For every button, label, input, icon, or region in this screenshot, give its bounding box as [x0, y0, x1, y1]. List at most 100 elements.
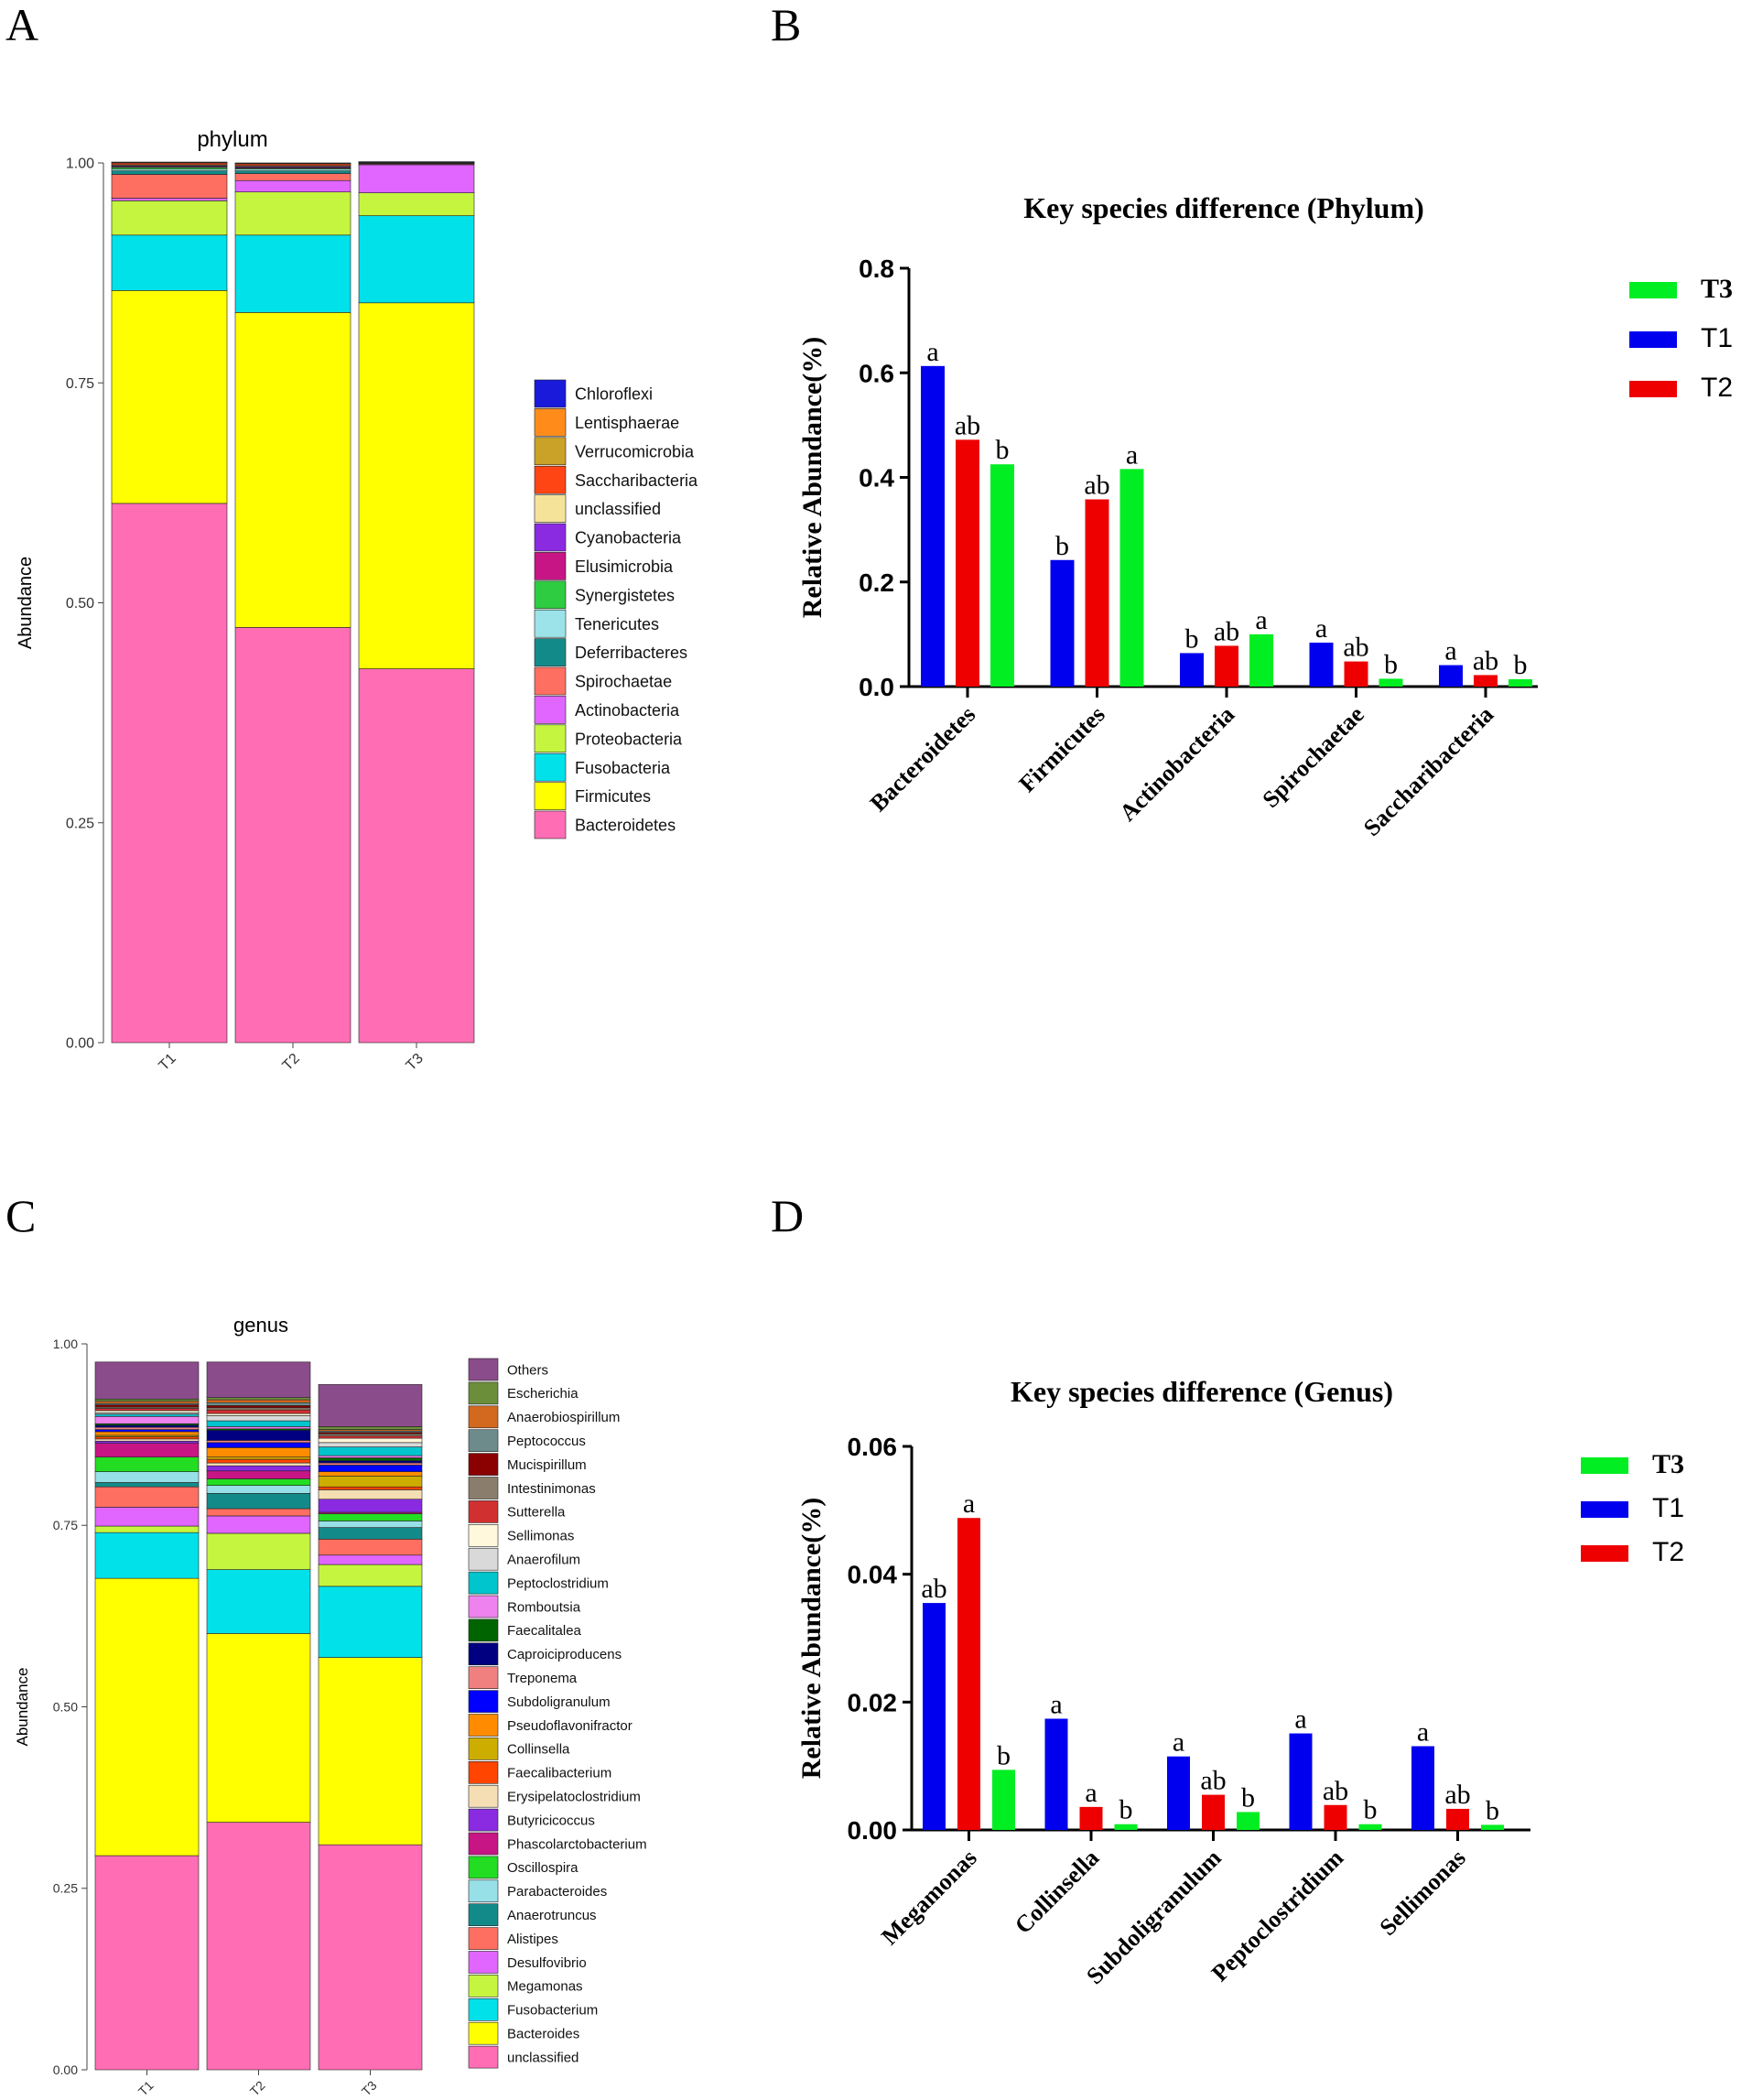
legend-label-pseudoflavonifractor: Pseudoflavonifractor [507, 1718, 633, 1734]
significance-letter-t1-bacteroidetes: a [926, 337, 938, 367]
legend-swatch-anaerofilum [469, 1548, 498, 1570]
legend-swatch-sellimonas [469, 1524, 498, 1546]
x-tick-label-bacteroidetes: Bacteroidetes [865, 701, 980, 817]
legend-label-saccharibacteria: Saccharibacteria [575, 471, 698, 490]
x-tick-label-megamonas: Megamonas [876, 1845, 981, 1950]
significance-letter-t1-spirochaetae: a [1315, 613, 1327, 644]
bar-t1-subdoligranulum [1167, 1757, 1190, 1830]
legend-swatch-fusobacterium [469, 1998, 498, 2020]
stack-segment-firmicutes-t3 [359, 303, 474, 669]
panel-c-genus-stacked-chart: genusAbundance0.000.250.500.751.00T1 T2 T3… [14, 1314, 647, 2099]
bar-t2-bacteroidetes [956, 439, 979, 687]
stack-segment-collinsella-t3 [319, 1476, 422, 1487]
stack-segment-romboutsia-t2 [207, 1426, 310, 1428]
legend-swatch-synergistetes [535, 581, 566, 609]
stack-segment-others-t3 [319, 1384, 422, 1426]
legend-label-chloroflexi: Chloroflexi [575, 385, 653, 404]
y-tick-label: 0.00 [53, 2062, 78, 2077]
legend-swatch-bacteroides [469, 2022, 498, 2044]
legend-label-subdoligranulum: Subdoligranulum [507, 1694, 611, 1710]
legend-swatch-others [469, 1359, 498, 1380]
bar-t1-spirochaetae [1310, 643, 1334, 687]
legend-swatch-megamonas [469, 1975, 498, 1997]
stack-segment-anaerofilum-t3 [319, 1443, 422, 1447]
stack-segment-caproiciproducens-t2 [207, 1430, 310, 1440]
legend-label-t1: T1 [1701, 323, 1733, 353]
y-tick-label: 0.4 [859, 464, 894, 493]
stack-segment-peptoclostridium-t1 [95, 1414, 199, 1416]
legend-label-sutterella: Sutterella [507, 1505, 566, 1521]
bar-t2-collinsella [1080, 1807, 1103, 1830]
legend-swatch-collinsella [469, 1737, 498, 1759]
legend-swatch-faecalibacterium [469, 1761, 498, 1783]
y-axis-label: Abundance [14, 1667, 31, 1746]
stack-segment-caproiciproducens-t3 [319, 1461, 422, 1463]
legend-swatch-butyricicoccus [469, 1809, 498, 1831]
stack-segment-butyricicoccus-t3 [319, 1499, 422, 1512]
chart-title: Key species difference (Phylum) [1023, 191, 1424, 224]
legend-label-cyanobacteria: Cyanobacteria [575, 529, 682, 547]
stack-segment-actinobacteria-t1 [112, 198, 227, 200]
stack-segment-sellimonas-t1 [95, 1411, 199, 1413]
legend-label-t2: T2 [1701, 373, 1733, 403]
legend-swatch-t1 [1629, 331, 1677, 348]
stack-segment-desulfovibrio-t2 [207, 1516, 310, 1533]
significance-letter-t2-firmicutes: ab [1084, 470, 1109, 500]
stack-segment-megamonas-t2 [207, 1533, 310, 1570]
stack-segment-oscillospira-t3 [319, 1514, 422, 1521]
stack-segment-others-t2 [207, 1362, 310, 1398]
stack-segment-bacteroidetes-t3 [359, 669, 474, 1043]
significance-letter-t3-actinobacteria: a [1255, 605, 1267, 635]
y-axis-label: Relative Abundance(%) [797, 337, 827, 619]
legend-label-megamonas: Megamonas [507, 1979, 583, 1995]
panel-b-phylum-difference-chart: Key species difference (Phylum) Relative … [797, 191, 1733, 841]
stack-segment-deferribacteres-t2 [235, 171, 351, 174]
significance-letter-t3-megamonas: b [997, 1740, 1011, 1770]
stack-segment-peptoclostridium-t3 [319, 1447, 422, 1456]
stack-segment-desulfovibrio-t3 [319, 1555, 422, 1564]
stack-segment-subdoligranulum-t3 [319, 1465, 422, 1471]
bar-t2-firmicutes [1086, 499, 1109, 687]
significance-letter-t1-firmicutes: b [1055, 531, 1069, 561]
stack-segment-phascolarctobacterium-t2 [207, 1471, 310, 1479]
legend-swatch-t3 [1629, 282, 1677, 298]
stack-segment-deferribacteres-t1 [112, 171, 227, 175]
stack-segment-pseudoflavonifractor-t1 [95, 1432, 199, 1435]
stack-segment-fusobacterium-t1 [95, 1532, 199, 1578]
legend-swatch-unclassified [469, 2046, 498, 2068]
legend-label-synergistetes: Synergistetes [575, 586, 675, 604]
legend-label-romboutsia: Romboutsia [507, 1599, 581, 1615]
y-tick-label: 0.50 [53, 1699, 78, 1714]
stack-segment-others-t1 [95, 1362, 199, 1399]
x-tick-label-subdoligranulum: Subdoligranulum [1081, 1844, 1227, 1989]
x-tick-label-spirochaetae: Spirochaetae [1257, 701, 1368, 813]
stack-segment-mucispirillum-t2 [207, 1405, 310, 1407]
legend-label-firmicutes: Firmicutes [575, 787, 651, 806]
stack-segment-bacteroides-t2 [207, 1633, 310, 1822]
stack-segment-actinobacteria-t2 [235, 180, 351, 191]
stack-segment-anaerobiospirillum-t1 [95, 1402, 199, 1403]
legend-label-fusobacterium: Fusobacterium [507, 2003, 598, 2019]
y-tick-label: 0.02 [848, 1688, 898, 1716]
legend-swatch-proteobacteria [535, 725, 566, 752]
legend-label-fusobacteria: Fusobacteria [575, 759, 671, 777]
legend-label-t1: T1 [1652, 1493, 1684, 1523]
legend-swatch-anaerobiospirillum [469, 1406, 498, 1428]
significance-letter-t1-peptoclostridium: a [1294, 1705, 1306, 1735]
panel-label-d: D [771, 1190, 804, 1241]
legend-swatch-peptococcus [469, 1430, 498, 1452]
bar-t2-subdoligranulum [1202, 1795, 1225, 1830]
stack-segment-caproiciproducens-t1 [95, 1425, 199, 1427]
significance-letter-t3-bacteroidetes: b [996, 435, 1010, 465]
legend-label-spirochaetae: Spirochaetae [575, 673, 672, 691]
stack-segment-intestinimonas-t3 [319, 1434, 422, 1435]
x-tick-label-t2: T2 [280, 1051, 303, 1074]
legend-label-treponema: Treponema [507, 1671, 578, 1686]
legend-label-collinsella: Collinsella [507, 1742, 570, 1758]
y-axis-label: Abundance [16, 557, 36, 649]
significance-letter-t3-firmicutes: a [1126, 439, 1138, 470]
stack-segment-actinobacteria-t3 [359, 165, 474, 193]
stack-segment-anaerotruncus-t3 [319, 1528, 422, 1540]
y-tick-label: 0.25 [53, 1881, 78, 1896]
legend-label-escherichia: Escherichia [507, 1386, 579, 1402]
